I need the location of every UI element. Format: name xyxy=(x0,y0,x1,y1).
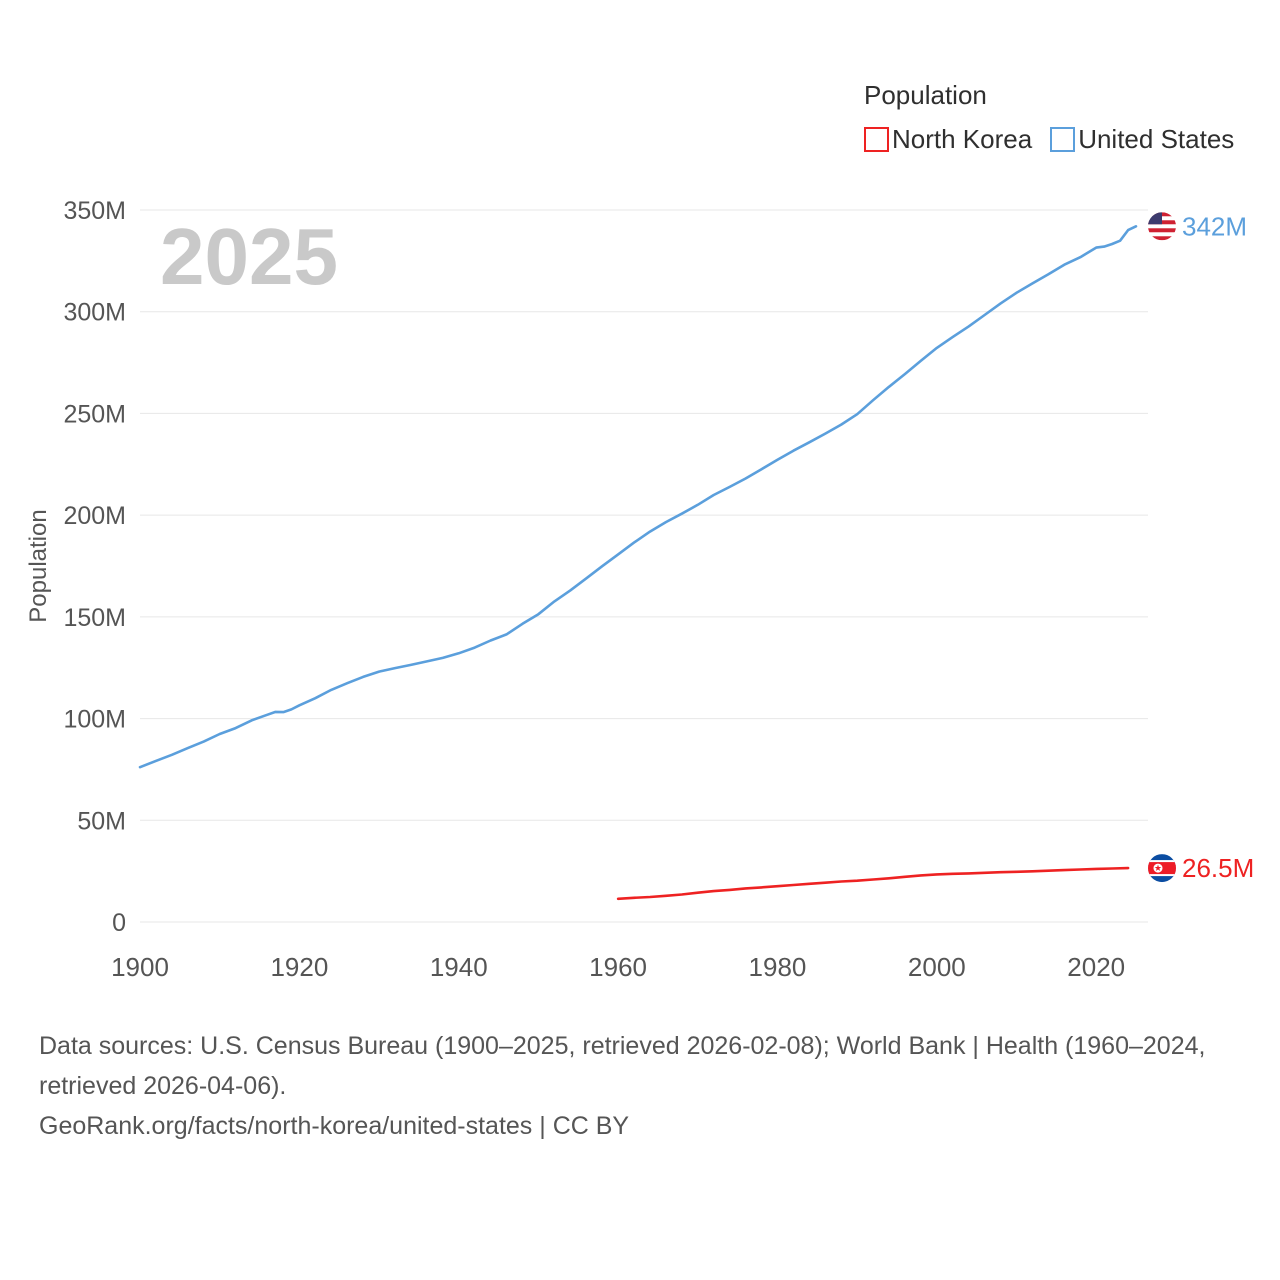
north-korea-swatch xyxy=(864,127,889,152)
y-tick-label: 50M xyxy=(77,807,126,835)
x-tick-label: 1920 xyxy=(270,952,328,982)
end-value-label-north-korea: 26.5M xyxy=(1182,853,1254,883)
population-line-chart: 0 50M 100M 150M 200M 250M 300M 350M 1900 1920 1940… xyxy=(25,197,1254,982)
y-tick-label: 150M xyxy=(63,604,126,632)
legend-items: North Korea United States xyxy=(864,124,1234,155)
x-tick-label: 1900 xyxy=(111,952,169,982)
x-tick-label: 1940 xyxy=(430,952,488,982)
y-axis-label: Population xyxy=(25,509,52,622)
legend-item-label: United States xyxy=(1078,124,1235,154)
legend-item-united-states[interactable]: United States xyxy=(1050,124,1234,155)
chart-footer: Data sources: U.S. Census Bureau (1900–2… xyxy=(39,1026,1244,1146)
chart-legend: Population North Korea United States xyxy=(864,80,1234,155)
x-tick-label: 2000 xyxy=(908,952,966,982)
legend-title: Population xyxy=(864,80,987,110)
y-tick-label: 350M xyxy=(63,197,126,225)
y-tick-label: 100M xyxy=(63,706,126,734)
data-sources-text: Data sources: U.S. Census Bureau (1900–2… xyxy=(39,1032,1206,1100)
y-tick-label: 300M xyxy=(63,299,126,327)
united-states-swatch xyxy=(1050,127,1076,152)
y-tick-label: 250M xyxy=(63,400,126,428)
attribution-link[interactable]: GeoRank.org/facts/north-korea/united-sta… xyxy=(39,1112,630,1140)
end-value-label-united-states: 342M xyxy=(1182,211,1247,241)
legend-item-north-korea[interactable]: North Korea xyxy=(864,124,1032,155)
x-tick-label: 2020 xyxy=(1067,952,1125,982)
line-united-states xyxy=(138,225,1138,769)
x-tick-label: 1960 xyxy=(589,952,647,982)
y-tick-label: 200M xyxy=(63,502,126,530)
legend-item-label: North Korea xyxy=(892,124,1033,154)
line-north-korea xyxy=(616,866,1130,901)
y-tick-label: 0 xyxy=(112,909,126,937)
united-states-flag-icon xyxy=(1148,212,1176,241)
year-watermark: 2025 xyxy=(160,212,338,301)
north-korea-flag-icon xyxy=(1148,854,1176,883)
x-tick-label: 1980 xyxy=(749,952,807,982)
